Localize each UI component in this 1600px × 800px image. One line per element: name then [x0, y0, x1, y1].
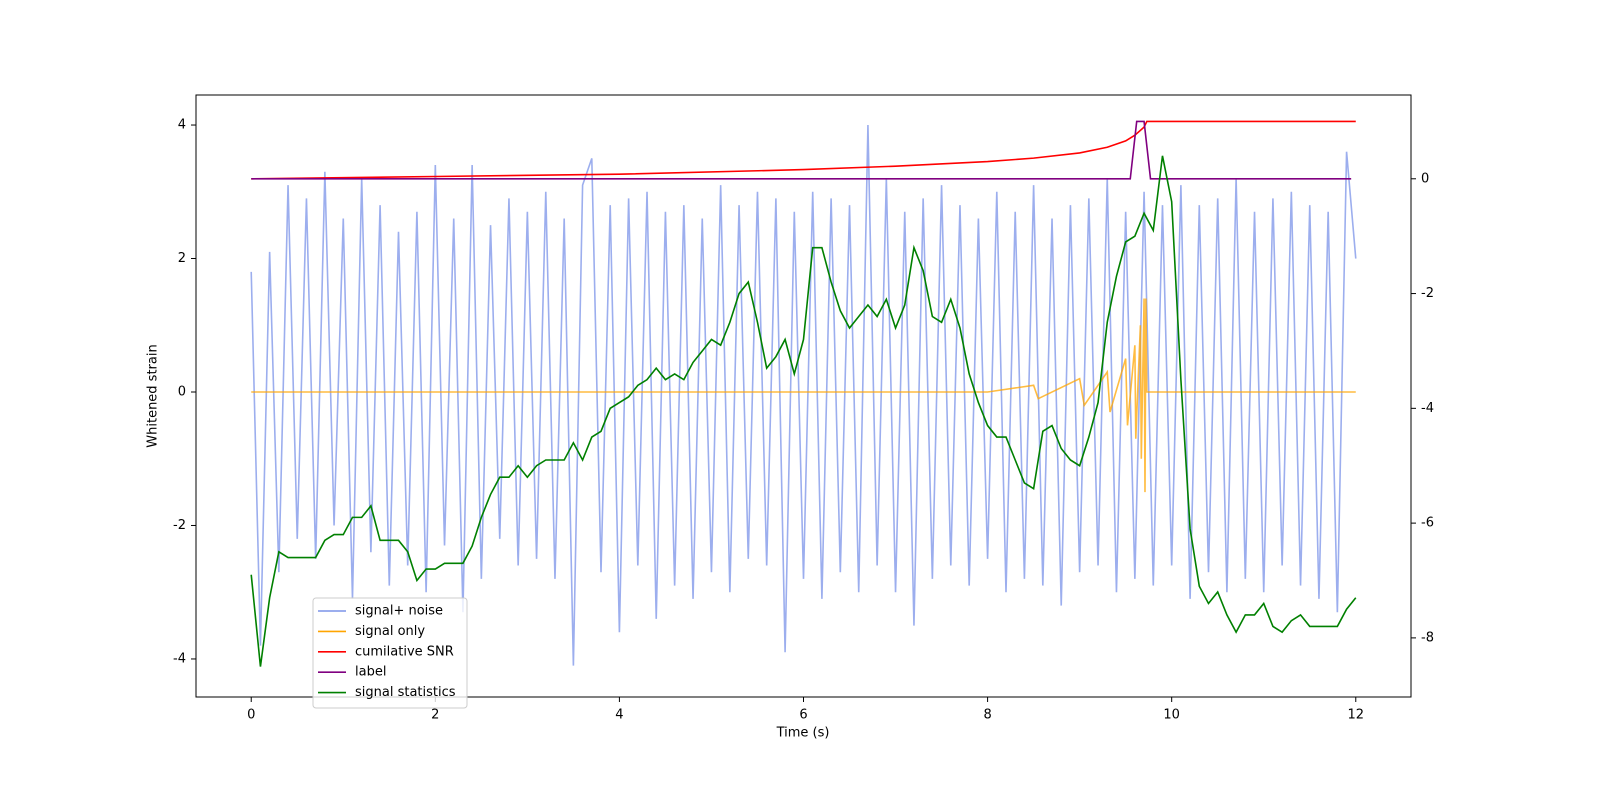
y-tick-label: -2: [173, 518, 186, 533]
y2-tick-label: -8: [1421, 630, 1434, 645]
legend-label: cumilative SNR: [355, 644, 454, 659]
series-line: [251, 298, 1356, 493]
y-tick-label: 2: [178, 251, 186, 266]
x-tick-label: 12: [1347, 708, 1364, 723]
series-line: [251, 120, 1352, 180]
plot-layer: [250, 120, 1357, 667]
y2-tick-label: -2: [1421, 286, 1434, 301]
y-axis-label: Whitened strain: [146, 344, 161, 447]
x-tick-label: 0: [247, 708, 255, 723]
legend-label: signal only: [355, 624, 425, 639]
x-tick-label: 2: [431, 708, 439, 723]
legend-label: label: [355, 665, 386, 680]
legend-label: signal+ noise: [355, 604, 443, 619]
series-line: [250, 155, 1357, 667]
x-tick-label: 6: [799, 708, 807, 723]
x-axis-label: Time (s): [776, 726, 830, 741]
y2-tick-label: -6: [1421, 516, 1434, 531]
legend-label: signal statistics: [355, 685, 456, 700]
y2-tick-label: -4: [1421, 401, 1434, 416]
x-tick-label: 10: [1163, 708, 1180, 723]
x-tick-label: 8: [983, 708, 991, 723]
y-tick-label: -4: [173, 651, 186, 666]
y2-tick-label: 0: [1421, 171, 1429, 186]
plot-area: [196, 95, 1411, 697]
x-tick-label: 4: [615, 708, 623, 723]
series-line: [250, 125, 1357, 666]
y-tick-label: 0: [178, 384, 186, 399]
series-line: [251, 120, 1356, 180]
legend: signal+ noise signal only cumilative SNR la…: [312, 597, 468, 709]
legend-box: [312, 597, 468, 709]
y-tick-label: 4: [178, 118, 186, 133]
